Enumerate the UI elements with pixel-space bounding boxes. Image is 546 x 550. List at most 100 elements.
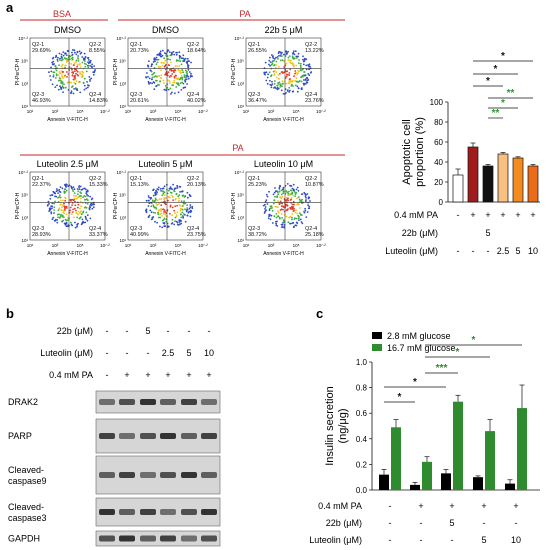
blot-band (119, 399, 135, 405)
flow-event-dot (74, 226, 77, 229)
y-axis-label: Apoptotic cellproportion (%) (401, 117, 426, 187)
flow-event-dot (164, 85, 167, 87)
flow-event-dot (282, 188, 284, 191)
y-tick-label: 20 (434, 178, 443, 187)
condition-cell: 5 (449, 518, 454, 528)
flow-x-tick: 10³ (52, 109, 59, 114)
flow-event-dot (151, 63, 153, 66)
flow-event-dot (177, 84, 180, 86)
flow-event-dot (280, 71, 283, 73)
flow-event-dot (168, 76, 171, 78)
condition-cell: + (449, 501, 454, 511)
significance-mark: ** (507, 88, 515, 99)
flow-event-dot (303, 57, 306, 60)
flow-event-dot (159, 187, 162, 190)
flow-event-dot (293, 218, 296, 221)
flow-event-dot (78, 50, 81, 53)
flow-y-tick: 10³ (237, 215, 244, 220)
blot-band (140, 399, 156, 405)
flow-event-dot (295, 188, 298, 191)
significance-mark: * (456, 347, 460, 358)
flow-event-dot (295, 217, 298, 220)
flow-event-dot (77, 190, 79, 193)
flow-event-dot (167, 71, 170, 74)
flow-event-dot (48, 203, 50, 205)
flow-event-dot (180, 77, 182, 79)
flow-event-dot (301, 198, 303, 201)
blot-band (99, 433, 115, 439)
flow-event-dot (286, 209, 289, 211)
flow-event-dot (79, 212, 81, 215)
flow-x-tick: 10³ (150, 243, 157, 248)
y-tick-label: 0.6 (356, 409, 368, 418)
flow-event-dot (159, 80, 162, 83)
flow-event-dot (70, 81, 73, 84)
flow-event-dot (77, 55, 80, 57)
flow-event-dot (74, 70, 76, 72)
flow-event-dot (173, 190, 175, 192)
condition-row-label: 0.4 mM PA (394, 210, 438, 220)
flow-event-dot (178, 51, 181, 54)
flow-event-dot (287, 192, 290, 195)
flow-event-dot (186, 191, 189, 194)
blot-band (119, 509, 135, 515)
flow-event-dot (60, 199, 62, 202)
flow-event-dot (48, 71, 50, 74)
flow-event-dot (75, 211, 78, 214)
flow-event-dot (152, 61, 155, 63)
bar (410, 484, 420, 490)
flow-event-dot (289, 215, 292, 218)
flow-event-dot (61, 85, 64, 88)
flow-event-dot (305, 64, 308, 67)
flow-event-dot (168, 51, 171, 53)
flow-event-dot (296, 212, 298, 215)
flow-event-dot (86, 202, 89, 205)
flow-event-dot (163, 62, 166, 64)
blot-band (140, 535, 156, 542)
flow-event-dot (160, 208, 162, 210)
flow-event-dot (158, 209, 161, 211)
flow-y-tick: 10³ (119, 81, 126, 86)
flow-event-dot (304, 207, 306, 210)
blot-band (201, 399, 217, 405)
flow-event-dot (157, 216, 160, 219)
flow-event-dot (173, 76, 176, 79)
quadrant-label-q2: Q2-2 18.64% (187, 42, 206, 54)
flow-event-dot (190, 210, 193, 213)
flow-event-dot (84, 65, 87, 68)
flow-event-dot (171, 84, 174, 87)
flow-event-dot (300, 200, 303, 203)
flow-event-dot (182, 54, 185, 57)
flow-event-dot (88, 207, 91, 210)
flow-event-dot (273, 58, 276, 60)
bar (482, 165, 494, 203)
flow-event-dot (174, 216, 177, 219)
flow-event-dot (288, 74, 291, 76)
condition-cell: - (389, 501, 392, 511)
flow-event-dot (178, 200, 180, 203)
flow-event-dot (87, 64, 89, 67)
flow-event-dot (58, 71, 61, 73)
flow-event-dot (300, 213, 302, 216)
flow-event-dot (278, 51, 281, 53)
blot-condition-cell: - (167, 326, 170, 336)
flow-event-dot (154, 220, 156, 223)
bar (485, 431, 495, 490)
blot-condition-cell: - (126, 348, 129, 358)
flow-event-dot (57, 192, 59, 195)
flow-event-dot (58, 207, 61, 210)
flow-event-dot (188, 71, 191, 73)
flow-event-dot (147, 80, 150, 83)
flow-event-dot (50, 211, 53, 214)
flow-event-dot (265, 71, 268, 74)
flow-y-label: PI-PerCP-H (231, 58, 237, 85)
flow-y-tick: 10⁵ (21, 193, 28, 198)
flow-event-dot (175, 197, 177, 200)
significance-mark: * (501, 51, 505, 62)
flow-event-dot (72, 186, 75, 189)
blot-band (160, 399, 176, 405)
flow-event-dot (147, 195, 150, 197)
blot-band (99, 509, 115, 515)
condition-row-label: Luteolin (μM) (385, 246, 438, 256)
flow-event-dot (280, 193, 283, 196)
